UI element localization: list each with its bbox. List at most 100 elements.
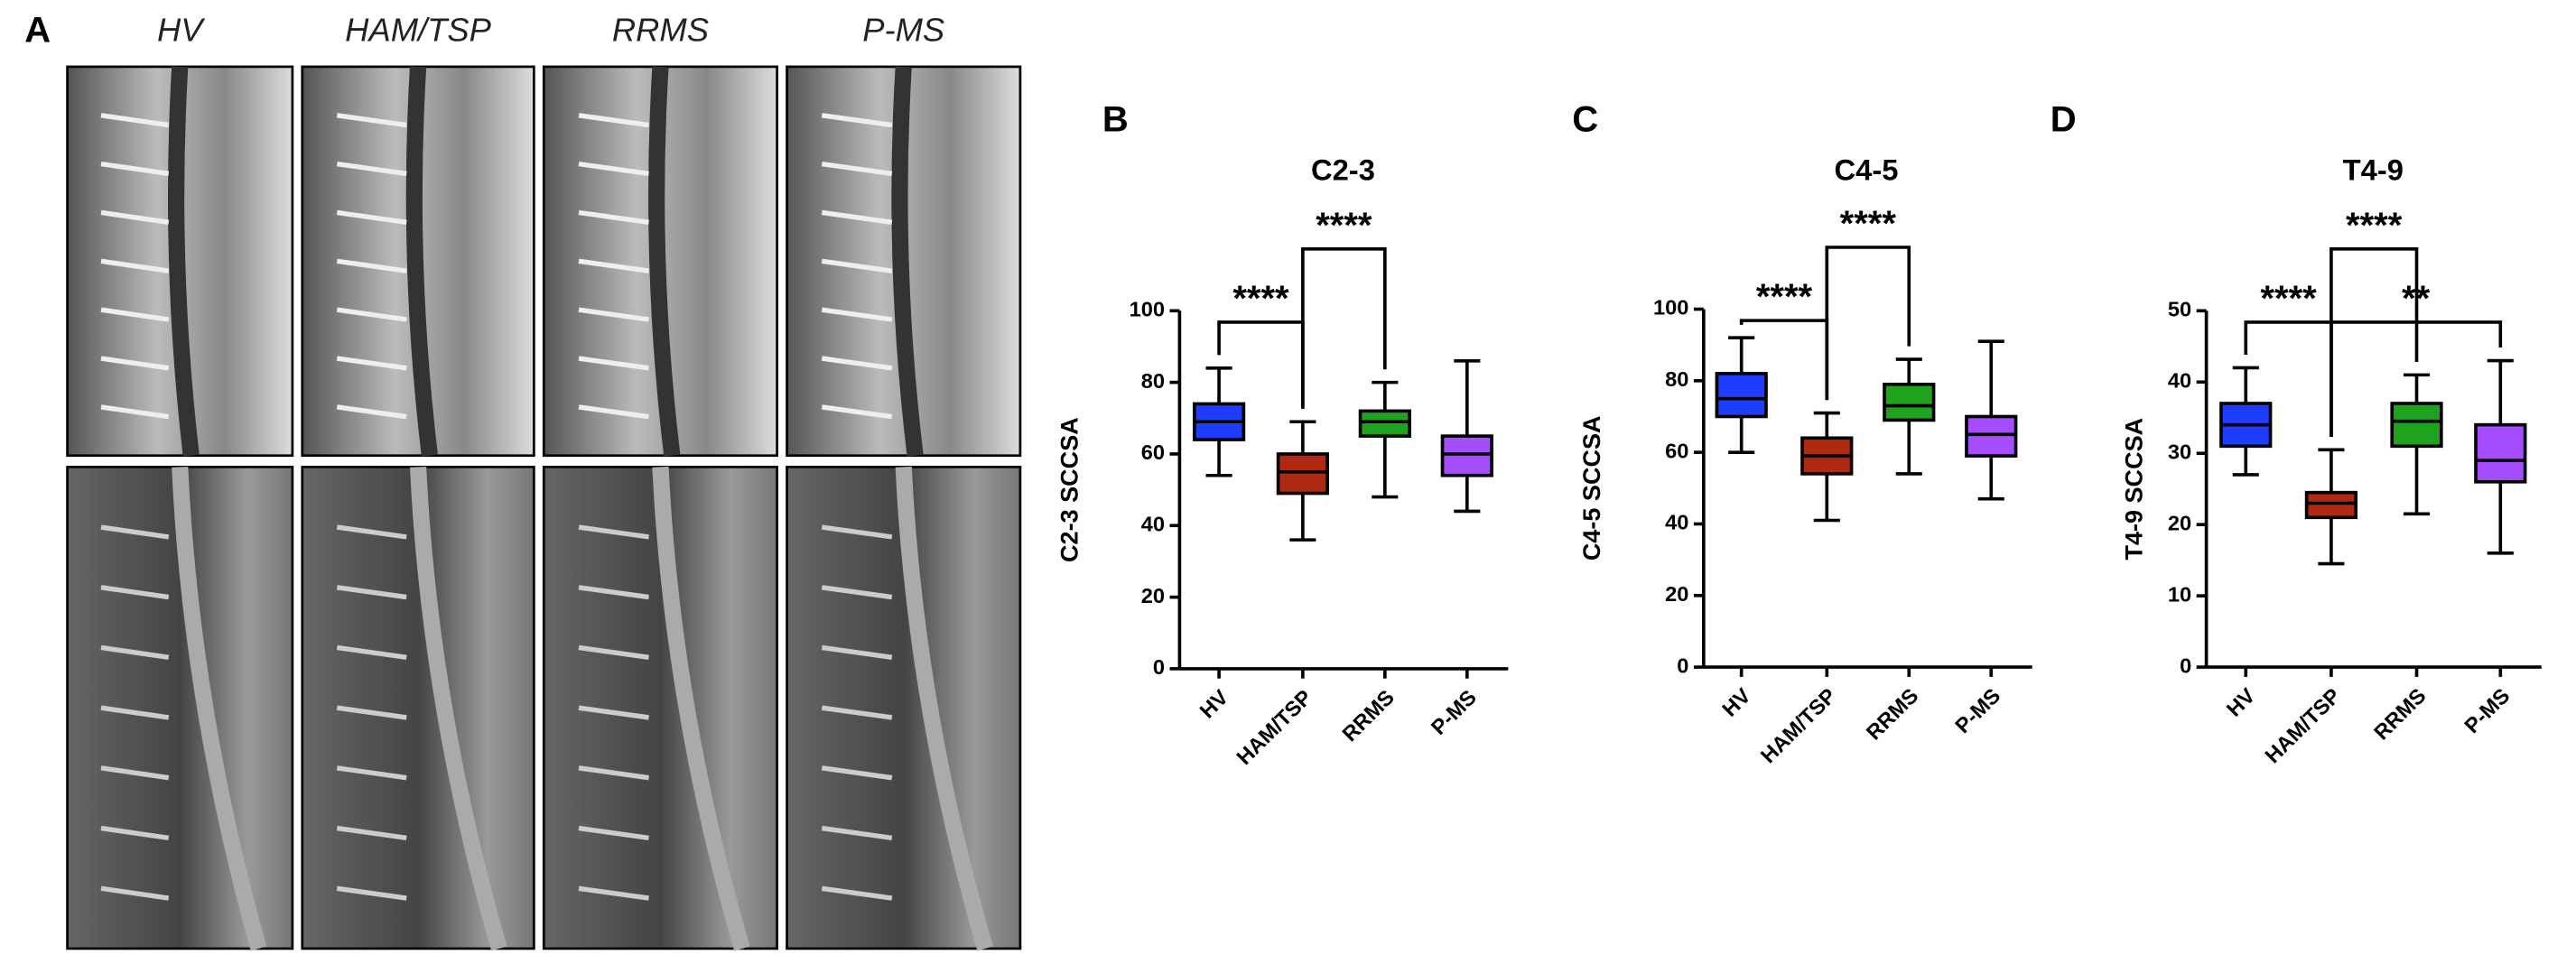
x-tick-label: HAM/TSP: [1756, 684, 1841, 768]
box: [2390, 402, 2443, 449]
vertebra-line: [100, 161, 170, 177]
y-tick-label: 60: [1665, 439, 1688, 462]
vertebra-line: [821, 825, 893, 841]
vertebra-line: [821, 524, 893, 540]
box: [1715, 372, 1768, 419]
vertebra-line: [100, 644, 170, 660]
vertebra-line: [336, 705, 407, 720]
vertebra-line: [578, 209, 649, 225]
y-tick-label: 100: [1130, 298, 1165, 321]
significance-label: ****: [1232, 279, 1289, 319]
y-tick-label: 60: [1141, 440, 1165, 464]
significance-label: ****: [1840, 204, 1897, 244]
vertebra-line: [821, 644, 893, 660]
y-tick-label: 20: [2168, 511, 2191, 534]
box: [1358, 409, 1411, 438]
chart-title: C4-5: [1834, 153, 1898, 187]
vertebra-line: [821, 307, 893, 322]
vertebra-line: [578, 404, 649, 420]
panel-letter: D: [2051, 100, 2077, 140]
y-tick-label: 100: [1653, 296, 1688, 320]
y-tick-label: 30: [2168, 440, 2191, 464]
box-chart: D T4-9 T4-9 SCCSA 0 10 20 30 40 50 HV HAM/TSP RRMS P…: [2051, 100, 2542, 767]
vertebra-line: [578, 161, 649, 177]
vertebra-line: [336, 404, 407, 420]
spinal-cord: [167, 66, 200, 457]
vertebra-line: [821, 209, 893, 225]
panel-letter: A: [24, 11, 51, 51]
vertebra-line: [336, 765, 407, 781]
significance-bracket: [1217, 320, 1305, 409]
vertebra-line: [336, 356, 407, 371]
x-tick-label: RRMS: [2369, 684, 2431, 745]
vertebra-line: [100, 258, 170, 273]
vertebra-line: [100, 705, 170, 720]
vertebra-line: [578, 585, 649, 600]
box: [2474, 422, 2527, 484]
significance-label: ****: [1756, 277, 1813, 317]
vertebra-line: [578, 258, 649, 273]
significance-label: ****: [2260, 279, 2317, 319]
vertebra-line: [100, 307, 170, 322]
vertebra-line: [100, 885, 170, 901]
vertebra-line: [821, 404, 893, 420]
spinal-cord: [409, 466, 507, 951]
y-tick-label: 0: [2180, 653, 2191, 677]
x-tick-label: HAM/TSP: [1232, 685, 1316, 769]
vertebra-line: [578, 825, 649, 841]
vertebra-line: [336, 258, 407, 273]
vertebra-line: [100, 404, 170, 420]
significance-label: **: [2402, 279, 2431, 319]
box-chart: B C2-3 C2-3 SCCSA 0 20 40 60 80 100 HV HAM/TSP RRMS…: [1055, 100, 1509, 769]
column-header: HV: [157, 12, 205, 49]
y-axis-label: T4-9 SCCSA: [2119, 418, 2147, 561]
spinal-cord: [405, 66, 438, 457]
vertebra-line: [336, 825, 407, 841]
mri-panel: HV HAM/TSP RRMS P-MS: [66, 12, 1022, 951]
column-header: HAM/TSP: [345, 12, 491, 49]
box: [1276, 452, 1329, 496]
vertebra-line: [578, 307, 649, 322]
y-tick-label: 50: [2168, 298, 2191, 321]
y-tick-label: 40: [2168, 369, 2191, 393]
vertebra-line: [821, 705, 893, 720]
vertebra-line: [821, 161, 893, 177]
spinal-cord: [652, 466, 750, 951]
box: [1883, 382, 1936, 422]
vertebra-line: [578, 765, 649, 781]
vertebra-line: [336, 307, 407, 322]
column-header: RRMS: [612, 12, 709, 49]
vertebra-line: [336, 113, 407, 128]
vertebra-line: [100, 524, 170, 540]
column-header: P-MS: [862, 12, 944, 49]
vertebra-line: [578, 644, 649, 660]
spinal-cord: [648, 66, 681, 457]
y-tick-label: 20: [1141, 584, 1165, 607]
vertebra-line: [821, 258, 893, 273]
spinal-cord: [895, 466, 993, 951]
significance-label: ****: [1316, 206, 1372, 246]
vertebra-line: [821, 113, 893, 128]
significance-bracket: [2330, 320, 2503, 437]
x-tick-label: P-MS: [1427, 685, 1481, 739]
x-tick-label: HV: [1717, 683, 1755, 721]
x-tick-label: HV: [2222, 683, 2260, 721]
spinal-cord: [172, 466, 267, 951]
vertebra-line: [100, 585, 170, 600]
vertebra-line: [336, 524, 407, 540]
vertebra-line: [821, 585, 893, 600]
x-tick-label: P-MS: [2460, 684, 2514, 738]
vertebra-line: [100, 356, 170, 371]
chart-title: C2-3: [1311, 153, 1375, 187]
vertebra-line: [821, 356, 893, 371]
vertebra-line: [578, 885, 649, 901]
vertebra-line: [336, 885, 407, 901]
y-tick-label: 10: [2168, 582, 2191, 606]
vertebra-line: [578, 356, 649, 371]
vertebra-line: [100, 209, 170, 225]
x-tick-label: HV: [1195, 685, 1233, 723]
chart-title: T4-9: [2343, 153, 2404, 187]
box: [1440, 434, 1493, 477]
